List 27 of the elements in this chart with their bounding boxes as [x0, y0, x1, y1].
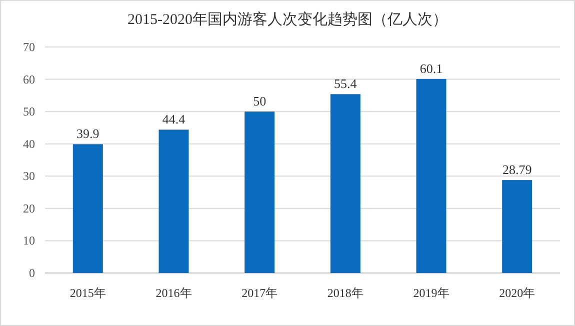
x-tick-label: 2020年 [499, 286, 536, 300]
data-label: 60.1 [420, 60, 443, 76]
data-label: 50 [253, 94, 266, 109]
y-tick-label: 60 [23, 72, 35, 86]
bar [158, 130, 189, 273]
x-tick-label: 2015年 [70, 286, 106, 300]
x-tick-label: 2018年 [327, 286, 364, 300]
y-tick-label: 10 [23, 234, 35, 248]
y-tick-label: 70 [23, 40, 35, 54]
y-tick-label: 0 [29, 266, 35, 280]
bar [244, 112, 275, 273]
x-tick-label: 2016年 [156, 286, 192, 300]
bar [72, 144, 103, 273]
chart-title: 2015-2020年国内游客人次变化趋势图（亿人次） [128, 11, 448, 28]
y-tick-label: 20 [23, 201, 35, 216]
bar [416, 78, 446, 273]
data-label: 44.4 [162, 112, 186, 127]
y-tick-label: 30 [23, 169, 35, 184]
data-label: 28.79 [502, 162, 532, 178]
x-tick-label: 2019年 [413, 286, 450, 300]
data-label: 39.9 [76, 126, 100, 142]
bar [330, 94, 360, 273]
bar [502, 180, 532, 273]
y-tick-label: 40 [23, 136, 35, 151]
x-tick-label: 2017年 [242, 286, 278, 300]
data-label: 55.4 [334, 76, 358, 92]
y-tick-label: 50 [23, 104, 35, 119]
